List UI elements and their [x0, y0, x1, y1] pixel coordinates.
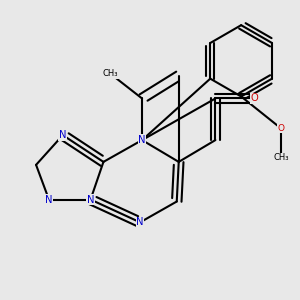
Text: CH₃: CH₃ — [273, 153, 289, 162]
Text: N: N — [45, 194, 53, 205]
Text: N: N — [59, 130, 67, 140]
Text: O: O — [277, 124, 284, 133]
Text: CH₃: CH₃ — [103, 69, 118, 78]
Text: N: N — [136, 217, 144, 227]
Text: N: N — [138, 135, 146, 145]
Text: N: N — [87, 194, 94, 205]
Text: O: O — [250, 94, 258, 103]
